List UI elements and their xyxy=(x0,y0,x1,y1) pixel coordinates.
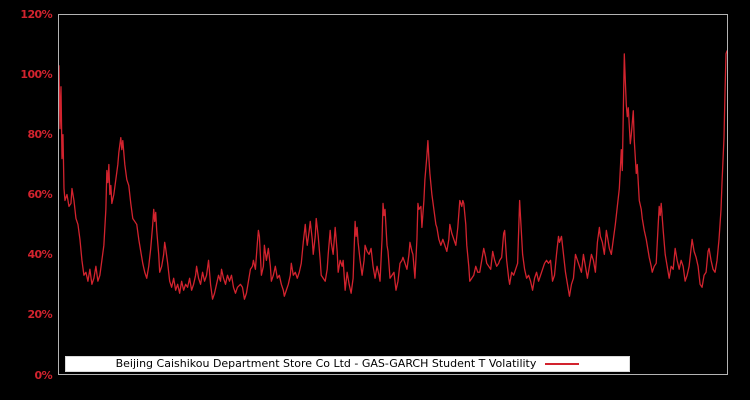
y-tick-label: 100% xyxy=(20,67,52,81)
legend: Beijing Caishikou Department Store Co Lt… xyxy=(65,356,630,372)
y-axis: 0% 20% 40% 60% 80% 100% 120% xyxy=(0,0,54,400)
volatility-line-series xyxy=(59,50,727,300)
plot-area: Beijing Caishikou Department Store Co Lt… xyxy=(58,14,728,375)
y-tick-label: 80% xyxy=(27,127,52,141)
series-polyline xyxy=(59,50,727,300)
legend-line-marker xyxy=(545,363,580,365)
legend-label: Beijing Caishikou Department Store Co Lt… xyxy=(115,357,537,370)
y-tick-label: 120% xyxy=(20,7,52,21)
y-tick-label: 0% xyxy=(34,368,53,382)
y-tick-label: 40% xyxy=(27,248,52,262)
y-tick-label: 60% xyxy=(27,188,52,201)
y-tick-label: 20% xyxy=(27,308,52,322)
